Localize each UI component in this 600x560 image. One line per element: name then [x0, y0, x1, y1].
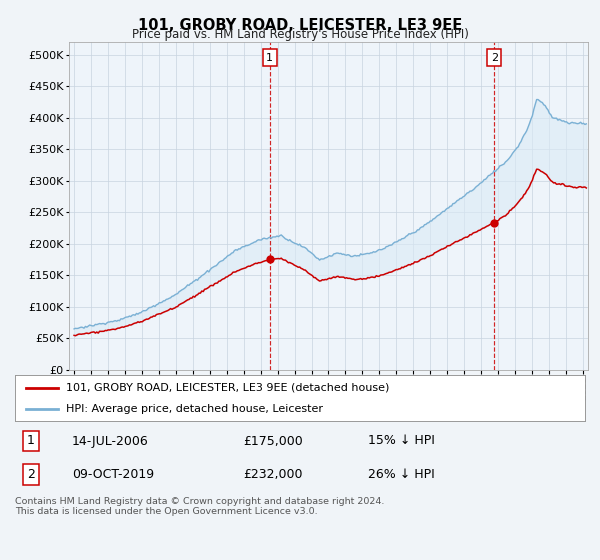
Text: 101, GROBY ROAD, LEICESTER, LE3 9EE (detached house): 101, GROBY ROAD, LEICESTER, LE3 9EE (det… — [66, 382, 389, 393]
Text: 26% ↓ HPI: 26% ↓ HPI — [368, 468, 435, 481]
Text: £232,000: £232,000 — [243, 468, 302, 481]
Text: 2: 2 — [27, 468, 35, 481]
Text: HPI: Average price, detached house, Leicester: HPI: Average price, detached house, Leic… — [66, 404, 323, 414]
Text: 1: 1 — [266, 53, 274, 63]
Text: 101, GROBY ROAD, LEICESTER, LE3 9EE: 101, GROBY ROAD, LEICESTER, LE3 9EE — [138, 18, 462, 33]
Text: Price paid vs. HM Land Registry's House Price Index (HPI): Price paid vs. HM Land Registry's House … — [131, 28, 469, 41]
Text: 15% ↓ HPI: 15% ↓ HPI — [368, 435, 435, 447]
Text: 2: 2 — [491, 53, 498, 63]
Text: 14-JUL-2006: 14-JUL-2006 — [72, 435, 149, 447]
Text: £175,000: £175,000 — [243, 435, 303, 447]
Text: 09-OCT-2019: 09-OCT-2019 — [72, 468, 154, 481]
Text: Contains HM Land Registry data © Crown copyright and database right 2024.
This d: Contains HM Land Registry data © Crown c… — [15, 497, 385, 516]
Text: 1: 1 — [27, 435, 35, 447]
